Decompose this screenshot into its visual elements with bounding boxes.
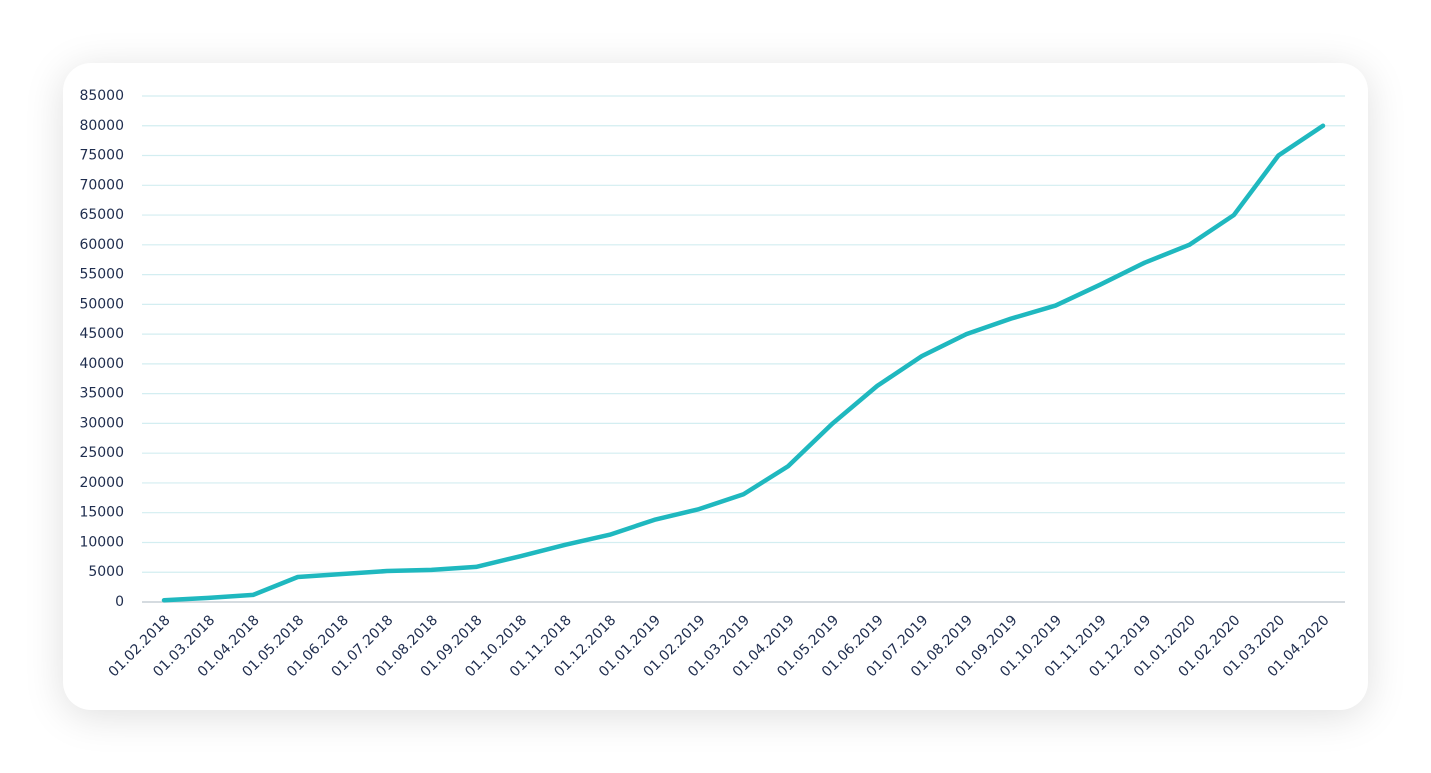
- y-tick-label: 80000: [79, 118, 124, 134]
- y-tick-label: 0: [115, 594, 124, 610]
- y-tick-label: 30000: [79, 415, 124, 431]
- y-tick-label: 50000: [79, 296, 124, 312]
- y-tick-label: 25000: [79, 445, 124, 461]
- y-tick-label: 20000: [79, 475, 124, 491]
- y-tick-label: 60000: [79, 237, 124, 253]
- y-tick-label: 35000: [79, 386, 124, 402]
- y-tick-label: 75000: [79, 148, 124, 164]
- y-tick-label: 5000: [88, 564, 124, 580]
- y-tick-label: 10000: [79, 534, 124, 550]
- y-tick-label: 70000: [79, 177, 124, 193]
- y-tick-label: 45000: [79, 326, 124, 342]
- y-tick-label: 85000: [79, 88, 124, 104]
- y-tick-label: 55000: [79, 267, 124, 283]
- y-tick-label: 15000: [79, 505, 124, 521]
- y-tick-label: 65000: [79, 207, 124, 223]
- y-tick-label: 40000: [79, 356, 124, 372]
- data-line: [161, 123, 1326, 603]
